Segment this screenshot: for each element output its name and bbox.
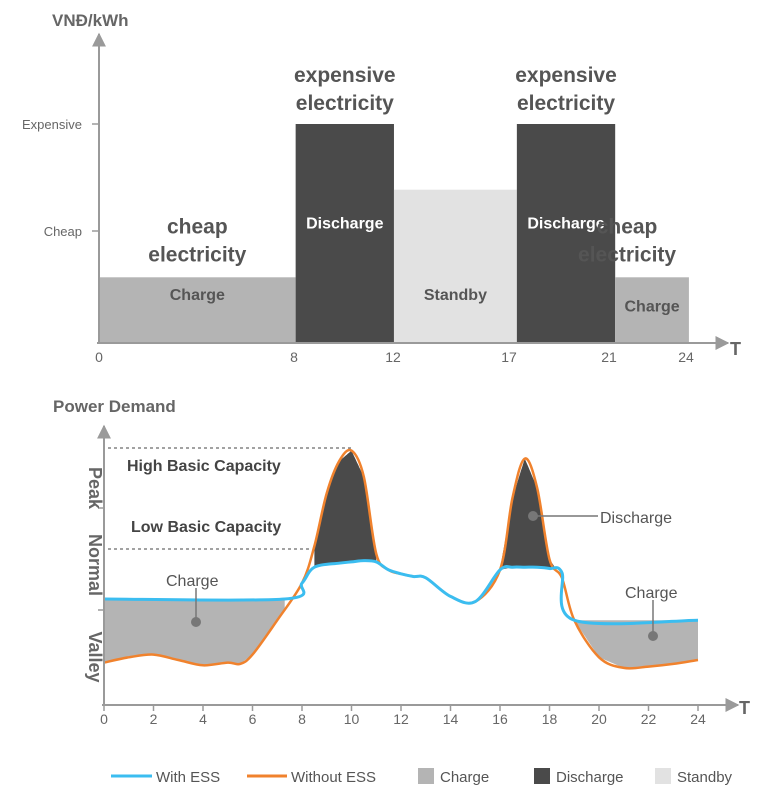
zone-label-valley: Valley — [85, 631, 105, 682]
charge-area — [574, 620, 698, 668]
tariff-y-axis-label: VNĐ/kWh — [52, 11, 129, 30]
demand-chart: 0 2 4 6 8 10 12 14 16 18 20 22 24 Power Demand T Pea… — [53, 397, 750, 727]
x-tick-label: 14 — [443, 711, 459, 727]
tariff-bar-charge — [99, 277, 296, 343]
demand-x-ticks: 0 2 4 6 8 10 12 14 16 18 20 22 24 — [100, 705, 706, 727]
tariff-bar-label: Discharge — [306, 216, 383, 233]
tariff-bar-label: Standby — [424, 287, 487, 304]
x-tick-label: 24 — [690, 711, 706, 727]
tariff-caption: electricity — [517, 92, 615, 115]
legend-item-without-ess: Without ESS — [247, 769, 376, 786]
high-capacity-label: High Basic Capacity — [127, 458, 281, 475]
tariff-caption: electricity — [296, 92, 394, 115]
legend-item-charge: Charge — [418, 768, 489, 786]
series-line-with-ess — [103, 559, 699, 626]
x-tick-label: 4 — [199, 711, 207, 727]
tariff-x-tick: 12 — [385, 349, 401, 365]
legend-label: With ESS — [156, 769, 220, 786]
demand-x-axis-label: T — [739, 698, 750, 718]
annotation-label: Charge — [166, 573, 219, 590]
low-capacity-label: Low Basic Capacity — [131, 519, 281, 536]
tariff-bar-label: Discharge — [527, 216, 604, 233]
legend-swatch — [655, 768, 671, 784]
x-tick-label: 2 — [150, 711, 158, 727]
tariff-bar-charge — [615, 277, 689, 343]
x-tick-label: 22 — [641, 711, 657, 727]
legend-label: Without ESS — [291, 769, 376, 786]
tariff-caption: cheap — [597, 215, 658, 238]
legend-label: Standby — [677, 769, 733, 786]
tariff-x-tick: 0 — [95, 349, 103, 365]
y-label-expensive: Expensive — [22, 117, 82, 132]
tariff-x-axis-label: T — [730, 339, 741, 359]
tariff-segments: Charge Discharge Standby Discharge Charge — [99, 124, 689, 343]
legend-item-discharge: Discharge — [534, 768, 624, 786]
tariff-caption: electricity — [148, 243, 246, 266]
x-tick-label: 10 — [344, 711, 360, 727]
x-tick-label: 6 — [249, 711, 257, 727]
annotation-label: Discharge — [600, 510, 672, 527]
tariff-chart: Charge Discharge Standby Discharge Charge ch… — [22, 11, 741, 365]
tariff-caption: expensive — [294, 64, 396, 87]
legend-label: Charge — [440, 769, 489, 786]
legend: With ESS Without ESS Charge Discharge St… — [111, 768, 733, 786]
tariff-caption: expensive — [515, 64, 617, 87]
y-label-cheap: Cheap — [44, 224, 82, 239]
tariff-x-tick: 17 — [501, 349, 517, 365]
x-tick-label: 20 — [591, 711, 607, 727]
x-tick-label: 8 — [298, 711, 306, 727]
tariff-x-tick: 21 — [601, 349, 617, 365]
annotation-discharge: Discharge — [528, 510, 672, 527]
annotation-charge-right: Charge — [625, 585, 678, 641]
discharge-area — [314, 450, 377, 568]
tariff-bar-discharge — [295, 124, 394, 343]
tariff-bar-standby — [393, 189, 517, 343]
x-tick-label: 16 — [492, 711, 508, 727]
tariff-bar-label: Charge — [624, 298, 679, 315]
legend-item-standby: Standby — [655, 768, 733, 786]
tariff-x-tick: 8 — [290, 349, 298, 365]
charge-area — [104, 599, 285, 666]
legend-swatch — [534, 768, 550, 784]
annotation-label: Charge — [625, 585, 678, 602]
tariff-bar-label: Charge — [170, 287, 225, 304]
legend-swatch — [418, 768, 434, 784]
demand-lines — [103, 448, 699, 670]
zone-label-normal: Normal — [85, 534, 105, 596]
zone-label-peak: Peak — [85, 467, 105, 510]
demand-fill-areas — [104, 450, 698, 668]
tariff-caption: electricity — [578, 243, 676, 266]
annotation-charge-left: Charge — [166, 573, 219, 627]
tariff-captions: cheap electricity expensive electricity expe… — [148, 64, 676, 266]
tariff-bar-discharge — [516, 124, 616, 343]
tariff-x-tick: 24 — [678, 349, 694, 365]
demand-y-axis-label: Power Demand — [53, 397, 176, 416]
legend-item-with-ess: With ESS — [111, 769, 220, 786]
x-tick-label: 0 — [100, 711, 108, 727]
x-tick-label: 18 — [542, 711, 558, 727]
tariff-caption: cheap — [167, 215, 228, 238]
legend-label: Discharge — [556, 769, 624, 786]
x-tick-label: 12 — [393, 711, 409, 727]
